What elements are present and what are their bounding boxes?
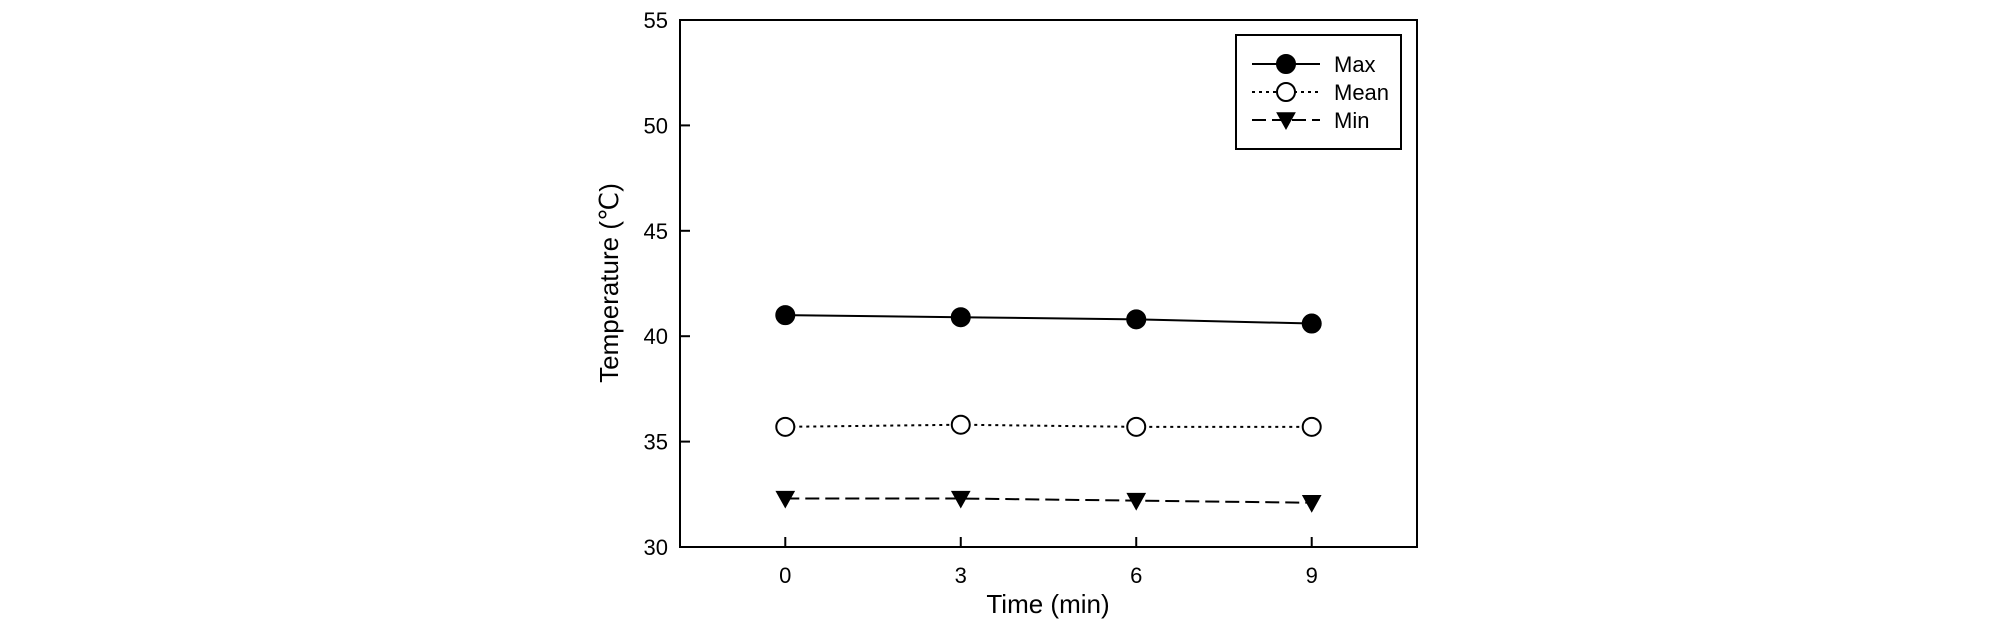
data-point-min (775, 490, 796, 509)
data-point-mean (1301, 416, 1322, 437)
data-point-min (1126, 492, 1147, 511)
legend-marker-max (1276, 54, 1296, 74)
data-point-mean (775, 416, 796, 437)
legend-box (1235, 34, 1402, 150)
x-axis: 0 3 6 9 (779, 537, 1318, 588)
data-point-mean (950, 414, 971, 435)
series-max (775, 305, 1322, 334)
x-tick-label: 9 (1306, 563, 1318, 588)
series-min (775, 490, 1322, 513)
x-tick-label: 6 (1130, 563, 1142, 588)
x-axis-title: Time (min) (986, 589, 1109, 619)
y-tick-label: 35 (644, 430, 668, 455)
data-point-max (775, 305, 796, 326)
y-tick-label: 40 (644, 324, 668, 349)
y-tick-label: 45 (644, 219, 668, 244)
x-tick-label: 0 (779, 563, 791, 588)
legend-label-max: Max (1334, 52, 1376, 77)
x-tick-label: 3 (955, 563, 967, 588)
y-tick-label: 55 (644, 8, 668, 33)
legend-label-min: Min (1334, 108, 1369, 133)
series-mean (775, 414, 1322, 437)
series-layer (775, 305, 1322, 513)
data-point-max (1301, 313, 1322, 334)
series-line-min (785, 497, 1312, 504)
plot-frame (679, 19, 1418, 548)
y-tick-label: 30 (644, 535, 668, 560)
data-point-min (950, 490, 971, 509)
data-point-mean (1126, 416, 1147, 437)
legend-marker-mean (1276, 82, 1296, 102)
data-point-max (950, 307, 971, 328)
series-line-mean (785, 423, 1312, 428)
y-axis: 30 35 40 45 50 55 (644, 8, 690, 560)
legend-label-mean: Mean (1334, 80, 1389, 105)
y-axis-title: Temperature (℃) (594, 183, 624, 383)
data-point-max (1126, 309, 1147, 330)
y-tick-label: 50 (644, 113, 668, 138)
data-point-min (1301, 495, 1322, 513)
legend-marker-min (1276, 112, 1296, 131)
series-line-max (785, 314, 1312, 325)
legend: Max Mean Min (1235, 34, 1402, 150)
